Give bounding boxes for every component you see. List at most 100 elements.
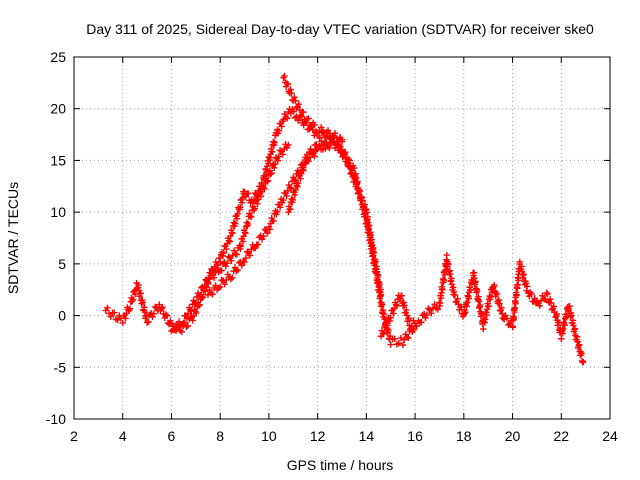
data-point	[269, 148, 276, 155]
series-evening	[377, 251, 587, 366]
data-point	[197, 291, 204, 299]
x-axis-label: GPS time / hours	[287, 457, 394, 473]
data-point	[122, 315, 129, 322]
data-point	[445, 260, 452, 268]
data-point	[346, 163, 354, 171]
data-point	[391, 335, 398, 343]
data-point	[251, 205, 258, 212]
data-point	[192, 300, 200, 307]
data-point	[511, 304, 519, 311]
data-point	[286, 184, 294, 191]
data-points	[102, 72, 587, 366]
data-point	[316, 134, 323, 141]
data-point	[457, 303, 465, 310]
data-point	[480, 325, 487, 333]
data-point	[169, 323, 177, 330]
data-point	[119, 319, 126, 327]
data-point	[515, 277, 522, 284]
data-point	[172, 327, 180, 334]
data-point	[317, 124, 325, 131]
data-point	[107, 313, 114, 321]
data-point	[150, 310, 158, 317]
data-point	[237, 243, 245, 250]
data-point	[267, 170, 274, 178]
data-point	[539, 292, 546, 299]
data-point	[204, 279, 212, 286]
data-point	[392, 301, 400, 308]
data-point	[487, 293, 494, 301]
data-point	[505, 321, 512, 329]
data-point	[218, 267, 225, 274]
data-point	[201, 282, 208, 290]
data-point	[291, 93, 298, 101]
data-point	[561, 322, 568, 329]
data-point	[326, 144, 333, 152]
data-point	[372, 258, 379, 265]
data-point	[270, 217, 277, 225]
data-point	[221, 280, 228, 288]
data-point	[152, 303, 159, 311]
data-point	[390, 310, 397, 317]
data-point	[348, 167, 356, 174]
data-point	[369, 241, 376, 248]
data-point	[520, 271, 527, 278]
data-point	[214, 262, 222, 269]
data-point	[245, 190, 252, 197]
data-point	[483, 311, 490, 319]
data-point	[533, 298, 541, 306]
data-point	[264, 177, 272, 184]
data-point	[405, 315, 413, 322]
data-point	[209, 291, 216, 298]
plot-frame	[73, 56, 611, 420]
data-point	[359, 197, 366, 204]
data-point	[310, 148, 317, 156]
data-point	[405, 334, 412, 342]
data-point	[163, 312, 171, 319]
data-point	[431, 301, 438, 308]
data-point	[512, 300, 519, 308]
data-point	[448, 275, 455, 282]
data-point	[234, 266, 241, 274]
data-point	[299, 166, 306, 173]
data-point	[330, 139, 337, 146]
data-point	[275, 153, 282, 160]
data-point	[546, 296, 554, 303]
data-point	[398, 292, 405, 300]
data-point	[265, 160, 272, 167]
data-point	[302, 119, 309, 126]
data-point	[580, 358, 587, 366]
data-point	[242, 254, 250, 262]
data-point	[491, 281, 498, 289]
data-point	[292, 186, 299, 194]
data-point	[283, 144, 291, 151]
data-point	[271, 160, 279, 168]
data-point	[518, 263, 525, 270]
data-point	[244, 220, 252, 228]
data-point	[246, 252, 254, 259]
data-point	[195, 293, 203, 300]
data-point	[342, 158, 349, 165]
data-point	[377, 291, 385, 299]
data-point	[374, 271, 382, 279]
data-point	[271, 164, 278, 172]
y-tick-label: 15	[50, 152, 66, 168]
data-point	[475, 298, 483, 305]
grid	[73, 56, 611, 420]
x-tick-label: 22	[553, 428, 569, 444]
y-tick-label: 5	[58, 256, 66, 272]
y-tick-label: 0	[58, 308, 66, 324]
x-tick-label: 24	[602, 428, 618, 444]
data-point	[242, 193, 249, 200]
data-point	[193, 309, 200, 317]
data-point	[397, 334, 405, 342]
x-tick-label: 18	[456, 428, 472, 444]
series-track-C	[204, 135, 346, 299]
data-point	[316, 142, 323, 150]
data-point	[295, 100, 303, 108]
data-point	[464, 299, 471, 306]
data-point	[215, 255, 223, 262]
data-point	[576, 341, 583, 348]
data-point	[271, 139, 278, 146]
data-point	[274, 208, 281, 215]
